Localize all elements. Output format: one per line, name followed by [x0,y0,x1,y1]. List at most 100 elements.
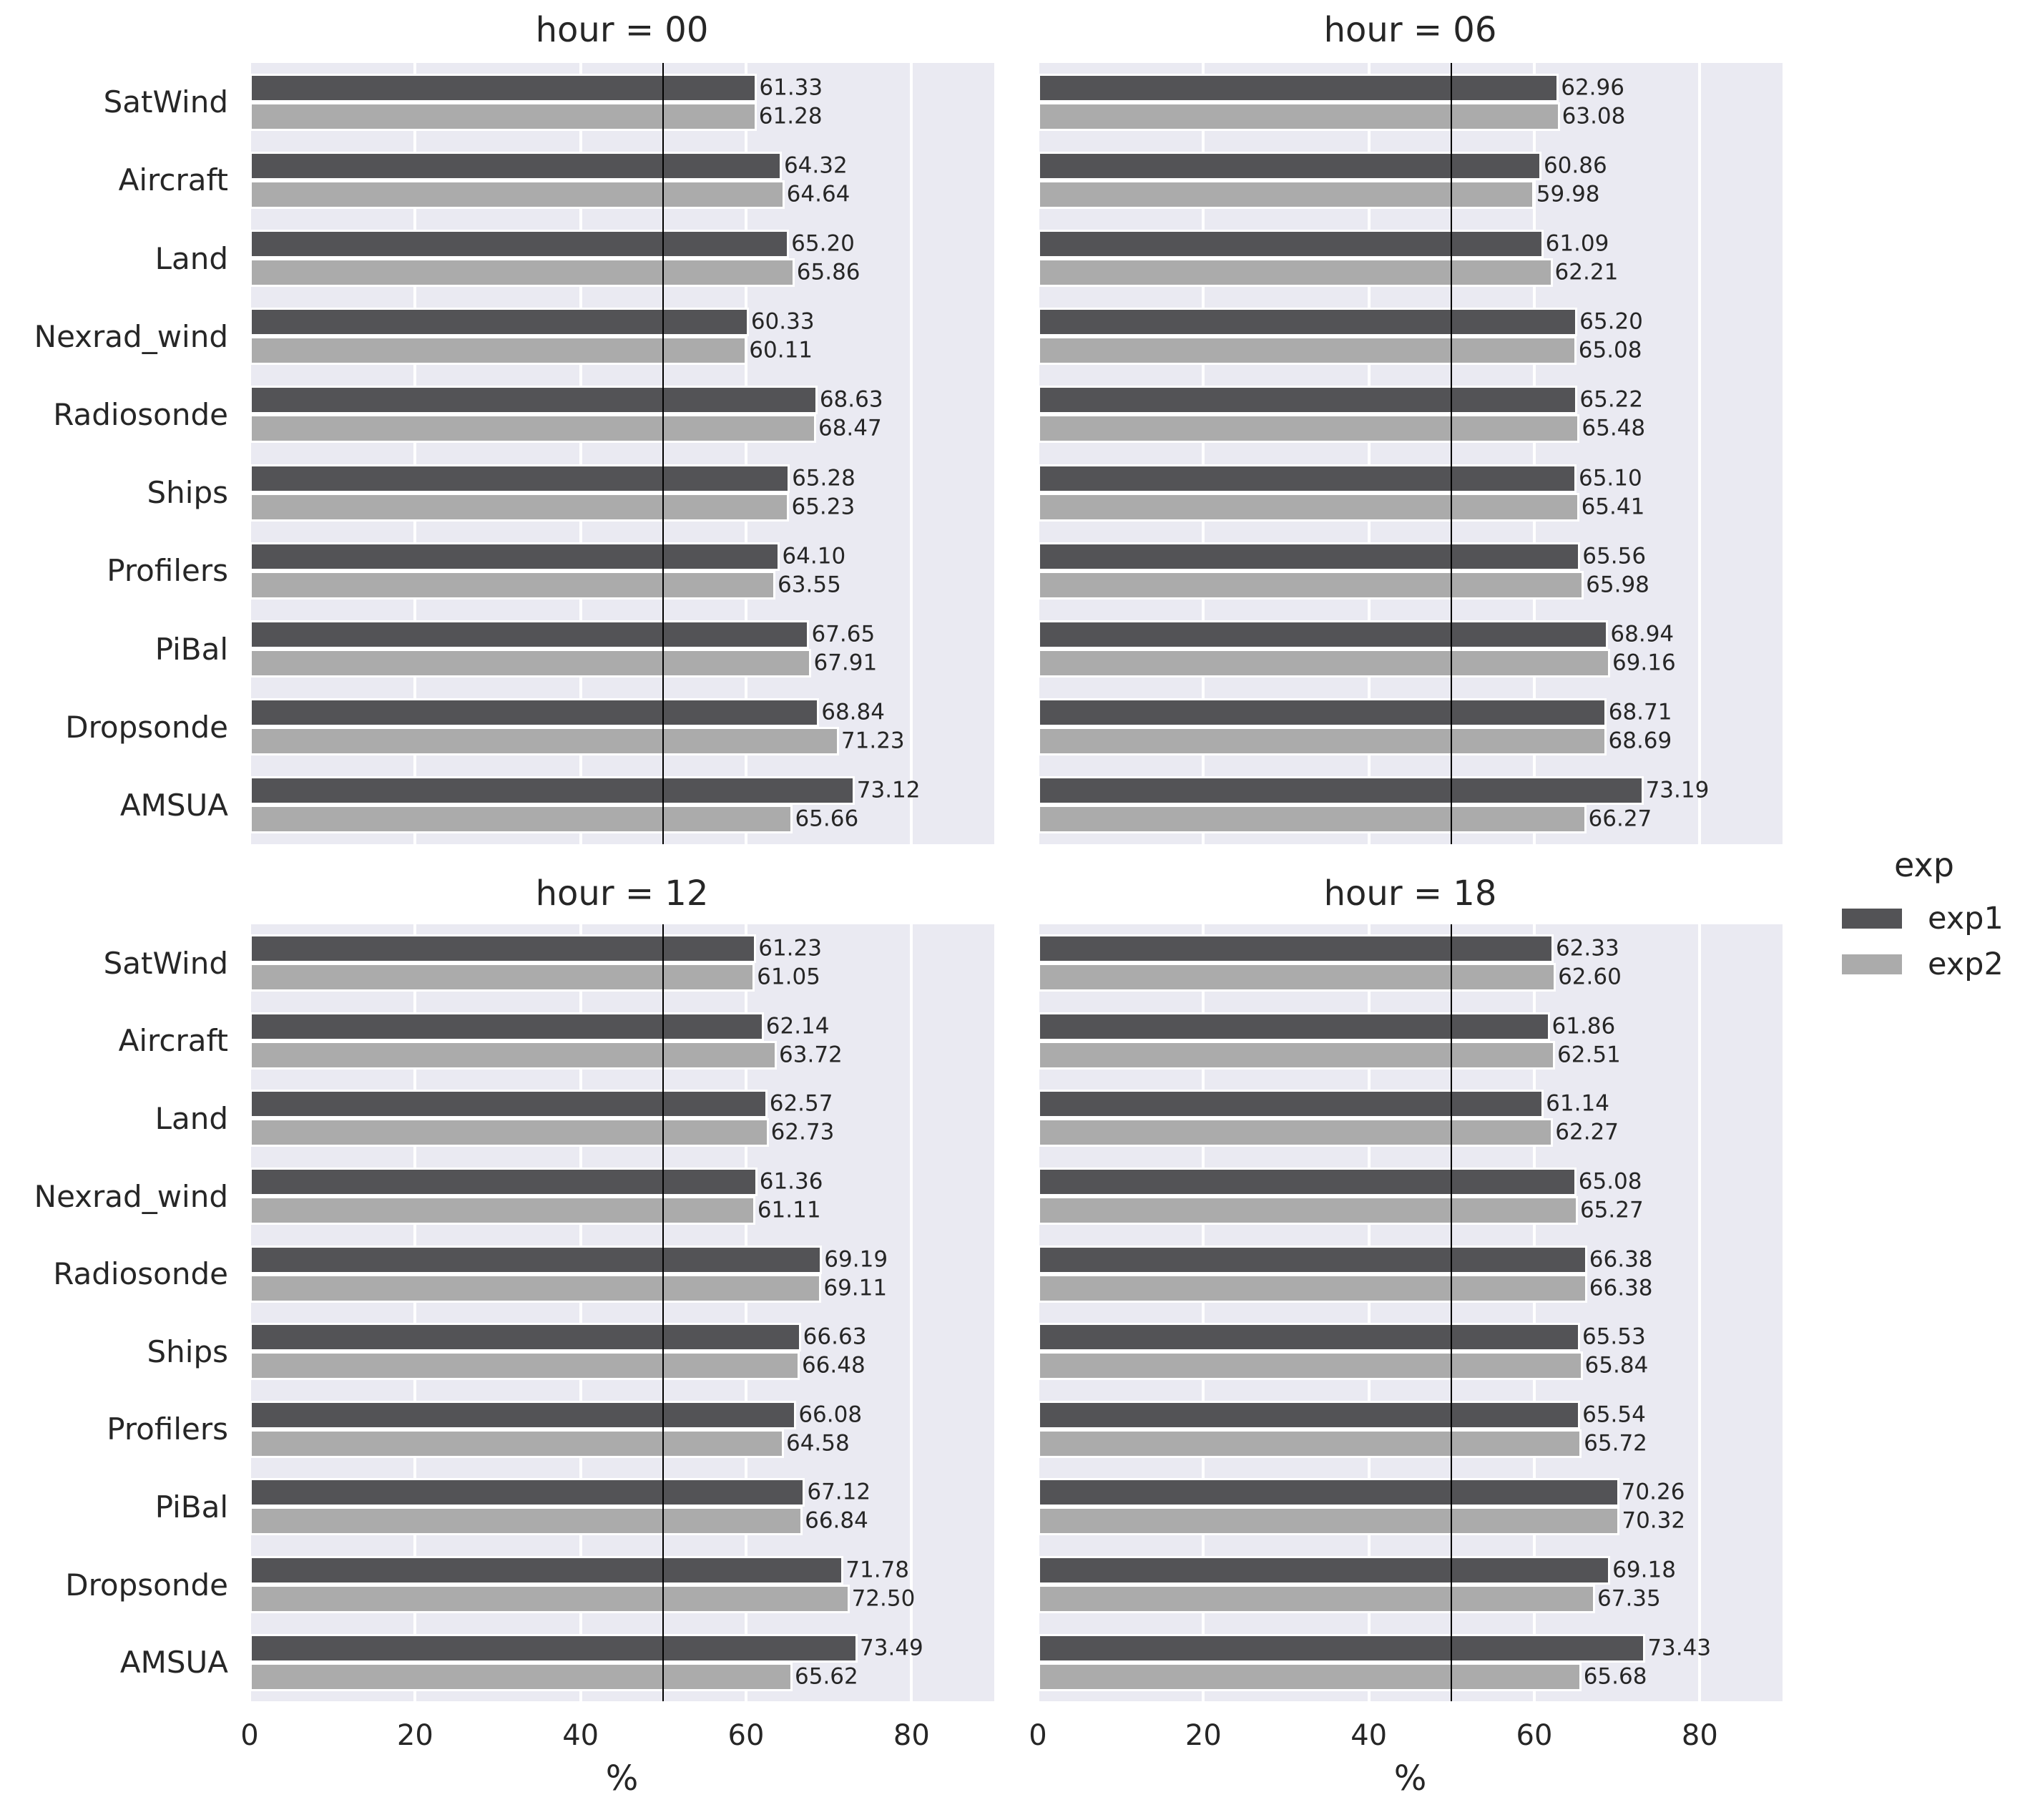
bar-exp1: 61.33 [250,73,823,102]
bar-group-aircraft: 61.86 62.51 [1038,1002,1783,1080]
facet-panel-hour-00: 61.33 61.28 64.32 64.64 65.20 65.86 60.33 60.11… [248,63,994,844]
bar-exp2: 65.48 [1038,414,1645,444]
category-label-satwind: SatWind [103,945,228,981]
bar-value-label: 65.22 [1579,386,1644,413]
gridline-x-40 [1367,924,1371,1701]
bar-group-ships: 65.53 65.84 [1038,1313,1783,1391]
bar-group-satwind: 62.96 63.08 [1038,63,1783,141]
category-label-satwind: SatWind [103,84,228,120]
bar-exp1: 65.20 [250,230,855,258]
bar-exp2: 65.23 [250,492,855,522]
bar-value-label: 61.14 [1546,1090,1609,1117]
bar-exp1: 68.71 [1038,698,1672,728]
gridline-x-0 [248,924,251,1701]
bar-group-amsua: 73.19 66.27 [1038,766,1783,844]
gridline-x-0 [1036,63,1039,844]
bar-value-label: 69.18 [1612,1557,1676,1583]
reference-line [1451,924,1453,1701]
bar-group-pibal: 68.94 69.16 [1038,610,1783,688]
bar-exp1: 65.54 [1038,1400,1646,1429]
bar-group-profilers: 66.08 64.58 [250,1391,994,1469]
category-label-aircraft: Aircraft [118,1023,228,1059]
x-tick-label-20: 20 [1185,1719,1222,1752]
bar-group-satwind: 61.23 61.05 [250,924,994,1002]
bar-exp1: 61.23 [250,934,822,964]
bar-value-label: 66.84 [805,1507,868,1534]
category-label-pibal: PiBal [155,631,228,667]
bar-value-label: 62.21 [1554,259,1619,285]
bar-value-label: 63.08 [1561,103,1626,129]
bar-group-land: 65.20 65.86 [250,219,994,297]
bar-exp1: 68.94 [1038,620,1674,650]
bar-value-label: 67.65 [811,621,876,647]
bar-value-label: 65.68 [1583,1663,1647,1690]
gridline-x-60 [745,924,747,1701]
legend-entry-exp1: exp1 [1835,896,2014,941]
bar-value-label: 60.86 [1543,152,1607,179]
gridline-x-40 [1367,63,1371,844]
category-label-land: Land [155,240,228,276]
bar-exp1: 62.14 [250,1012,830,1041]
bar-group-radiosonde: 66.38 66.38 [1038,1235,1783,1313]
bar-exp1: 66.08 [250,1400,862,1429]
bar-group-satwind: 61.33 61.28 [250,63,994,141]
x-tick-label-20: 20 [396,1719,433,1752]
gridline-x-0 [1036,924,1039,1701]
bar-group-nexrad_wind: 65.20 65.08 [1038,298,1783,376]
gridline-x-0 [248,63,251,844]
bar-value-label: 61.36 [759,1168,823,1195]
category-label-amsua: AMSUA [119,1645,228,1680]
category-label-land: Land [155,1100,228,1136]
bar-group-dropsonde: 69.18 67.35 [1038,1546,1783,1624]
bar-exp1: 68.84 [250,698,885,728]
bar-value-label: 62.73 [770,1119,835,1145]
bar-group-aircraft: 60.86 59.98 [1038,141,1783,219]
bar-groups: 61.33 61.28 64.32 64.64 65.20 65.86 60.33 60.11… [250,63,994,844]
bar-group-nexrad_wind: 65.08 65.27 [1038,1158,1783,1236]
bar-exp1: 61.09 [1038,230,1609,258]
gridline-x-20 [413,63,417,844]
bar-exp1: 67.12 [250,1478,871,1507]
bar-exp2: 63.55 [250,570,841,600]
bar-value-label: 65.53 [1582,1324,1646,1350]
category-label-nexrad_wind: Nexrad_wind [34,318,228,354]
bar-exp1: 69.19 [250,1245,888,1274]
bar-exp1: 66.38 [1038,1245,1653,1274]
bar-value-label: 73.43 [1647,1635,1712,1661]
bar-value-label: 61.28 [758,103,823,129]
gridline-x-60 [1533,924,1536,1701]
bar-group-ships: 66.63 66.48 [250,1313,994,1391]
bar-group-land: 62.57 62.73 [250,1080,994,1158]
gridline-x-40 [579,924,582,1701]
bar-value-label: 63.55 [778,572,841,598]
x-tick-label-60: 60 [1516,1719,1553,1752]
gridline-x-80 [1698,63,1702,844]
bar-exp1: 71.78 [250,1556,909,1585]
category-label-profilers: Profilers [107,1412,228,1447]
facet-title-hour-12: hour = 12 [535,874,709,914]
bar-group-land: 61.14 62.27 [1038,1080,1783,1158]
bar-value-label: 67.91 [813,650,878,676]
facet-panel-hour-18: 62.33 62.60 61.86 62.51 61.14 62.27 65.08 65.27… [1036,924,1783,1701]
bar-group-dropsonde: 68.84 71.23 [250,688,994,766]
bar-value-label: 65.98 [1586,572,1649,598]
bar-groups: 62.33 62.60 61.86 62.51 61.14 62.27 65.08 65.27… [1038,924,1783,1701]
bar-value-label: 71.78 [845,1557,909,1583]
bar-value-label: 65.08 [1578,1168,1642,1195]
x-axis-ticks: 0 20 40 60 80 [1029,1716,1783,1756]
bar-exp2: 62.21 [1038,258,1618,287]
bar-value-label: 64.64 [786,181,850,207]
bar-value-label: 68.47 [818,415,882,441]
bar-value-label: 64.10 [782,543,846,569]
bar-value-label: 62.33 [1555,935,1619,962]
bar-exp2: 65.84 [1038,1351,1648,1381]
bar-value-label: 65.48 [1582,415,1646,441]
bar-value-label: 61.33 [759,74,823,101]
bar-value-label: 66.27 [1588,806,1652,832]
x-tick-label-40: 40 [1350,1719,1388,1752]
bar-value-label: 70.26 [1621,1479,1685,1505]
bar-value-label: 69.11 [823,1275,888,1301]
bar-group-profilers: 64.10 63.55 [250,532,994,610]
gridline-x-20 [1202,924,1205,1701]
legend-swatch-exp2 [1842,954,1902,974]
